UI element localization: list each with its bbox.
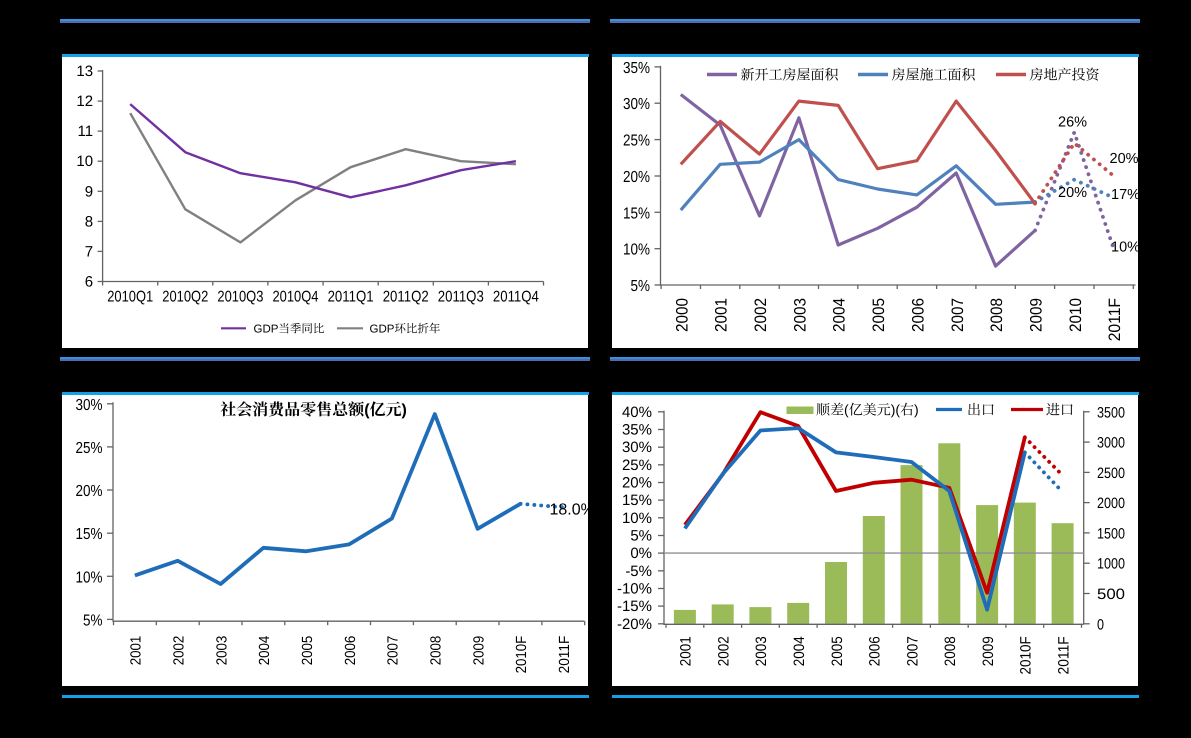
svg-text:2003: 2003 — [791, 298, 809, 332]
svg-text:2003: 2003 — [753, 636, 770, 666]
svg-text:2009: 2009 — [1028, 298, 1046, 332]
svg-text:2007: 2007 — [904, 636, 921, 666]
svg-text:GDP: GDP — [254, 324, 279, 336]
svg-text:2008: 2008 — [429, 636, 445, 666]
svg-text:2002: 2002 — [716, 636, 733, 666]
svg-text:2001: 2001 — [129, 636, 145, 666]
svg-text:15%: 15% — [623, 205, 650, 222]
svg-text:10%: 10% — [1111, 240, 1138, 256]
svg-text:7: 7 — [85, 243, 93, 260]
svg-text:2000: 2000 — [1097, 495, 1125, 512]
svg-text:3500: 3500 — [1097, 404, 1125, 421]
svg-text:2010Q4: 2010Q4 — [273, 289, 319, 306]
svg-text:-5%: -5% — [625, 563, 652, 580]
svg-text:2011Q3: 2011Q3 — [438, 289, 484, 306]
svg-text:2010: 2010 — [1067, 298, 1085, 332]
svg-text:2000: 2000 — [673, 298, 691, 332]
svg-text:2001: 2001 — [678, 636, 695, 666]
svg-text:2011Q1: 2011Q1 — [328, 289, 374, 306]
svg-text:17%: 17% — [1111, 187, 1138, 203]
svg-text:25%: 25% — [76, 440, 103, 457]
svg-text:30%: 30% — [76, 397, 103, 414]
svg-text:2011Q2: 2011Q2 — [383, 289, 429, 306]
svg-text:20%: 20% — [1058, 185, 1087, 201]
svg-text:GDP: GDP — [370, 324, 395, 336]
svg-text:12: 12 — [76, 93, 93, 110]
svg-text:)(: )( — [891, 402, 901, 418]
svg-text:2002: 2002 — [171, 636, 187, 666]
svg-text:2005: 2005 — [300, 636, 316, 666]
svg-text:8: 8 — [85, 213, 93, 230]
svg-text:5%: 5% — [83, 612, 103, 629]
svg-text:10: 10 — [76, 153, 93, 170]
svg-text:30%: 30% — [622, 439, 652, 456]
svg-text:2010Q3: 2010Q3 — [217, 289, 263, 306]
svg-text:3000: 3000 — [1097, 435, 1125, 452]
svg-text:2003: 2003 — [214, 636, 230, 666]
svg-text:26%: 26% — [1058, 115, 1087, 131]
svg-text:2005: 2005 — [829, 636, 846, 666]
svg-text:2011F: 2011F — [1055, 636, 1072, 674]
svg-text:2008: 2008 — [942, 636, 959, 666]
svg-text:10%: 10% — [76, 569, 103, 586]
svg-text:5%: 5% — [631, 278, 651, 295]
svg-text:): ) — [914, 402, 919, 418]
svg-text:20%: 20% — [622, 475, 652, 492]
svg-text:2007: 2007 — [949, 298, 967, 332]
svg-text:11: 11 — [78, 123, 94, 140]
svg-text:2001: 2001 — [713, 298, 731, 332]
svg-text:2008: 2008 — [988, 298, 1006, 332]
svg-text:2005: 2005 — [870, 298, 888, 332]
svg-text:2004: 2004 — [831, 298, 849, 332]
svg-text:0%: 0% — [630, 545, 652, 562]
svg-text:1500: 1500 — [1097, 525, 1125, 542]
svg-text:10%: 10% — [622, 510, 652, 527]
svg-text:20%: 20% — [1110, 151, 1139, 167]
svg-text:2010Q1: 2010Q1 — [107, 289, 153, 306]
svg-text:30%: 30% — [623, 96, 650, 113]
svg-text:2006: 2006 — [343, 636, 359, 666]
svg-text:2009: 2009 — [471, 636, 487, 666]
svg-text:2007: 2007 — [386, 636, 402, 666]
svg-text:2009: 2009 — [980, 636, 997, 666]
svg-text:10%: 10% — [623, 242, 650, 259]
svg-text:20%: 20% — [76, 483, 103, 500]
svg-text:35%: 35% — [622, 422, 652, 439]
svg-text:): ) — [402, 402, 407, 419]
svg-text:500: 500 — [1097, 586, 1125, 603]
svg-text:13: 13 — [76, 63, 93, 80]
svg-text:2011F: 2011F — [1106, 298, 1124, 341]
svg-text:2011Q4: 2011Q4 — [493, 289, 539, 306]
svg-text:18.0%: 18.0% — [550, 501, 589, 518]
svg-text:5%: 5% — [630, 528, 652, 545]
svg-text:-15%: -15% — [617, 598, 652, 615]
svg-text:6: 6 — [85, 274, 93, 291]
svg-text:2010Q2: 2010Q2 — [162, 289, 208, 306]
svg-text:2010F: 2010F — [514, 636, 530, 674]
svg-text:15%: 15% — [76, 526, 103, 543]
svg-text:(: ( — [364, 402, 370, 419]
svg-text:2004: 2004 — [257, 636, 273, 666]
svg-text:20%: 20% — [623, 169, 650, 186]
svg-text:2011F: 2011F — [557, 636, 573, 674]
svg-text:2500: 2500 — [1097, 465, 1125, 482]
svg-text:1000: 1000 — [1097, 556, 1125, 573]
svg-text:2006: 2006 — [909, 298, 927, 332]
svg-text:0: 0 — [1097, 616, 1104, 633]
svg-text:2006: 2006 — [867, 636, 884, 666]
svg-text:2010F: 2010F — [1018, 636, 1035, 674]
svg-text:25%: 25% — [622, 457, 652, 474]
svg-text:35%: 35% — [623, 60, 650, 77]
svg-text:(: ( — [844, 402, 849, 418]
svg-text:-20%: -20% — [617, 616, 652, 633]
svg-text:2002: 2002 — [752, 298, 770, 332]
svg-text:2004: 2004 — [791, 636, 808, 666]
svg-text:-10%: -10% — [617, 581, 652, 598]
svg-text:9: 9 — [85, 183, 93, 200]
svg-text:25%: 25% — [623, 133, 650, 150]
svg-text:15%: 15% — [622, 492, 652, 509]
svg-text:40%: 40% — [622, 404, 652, 421]
